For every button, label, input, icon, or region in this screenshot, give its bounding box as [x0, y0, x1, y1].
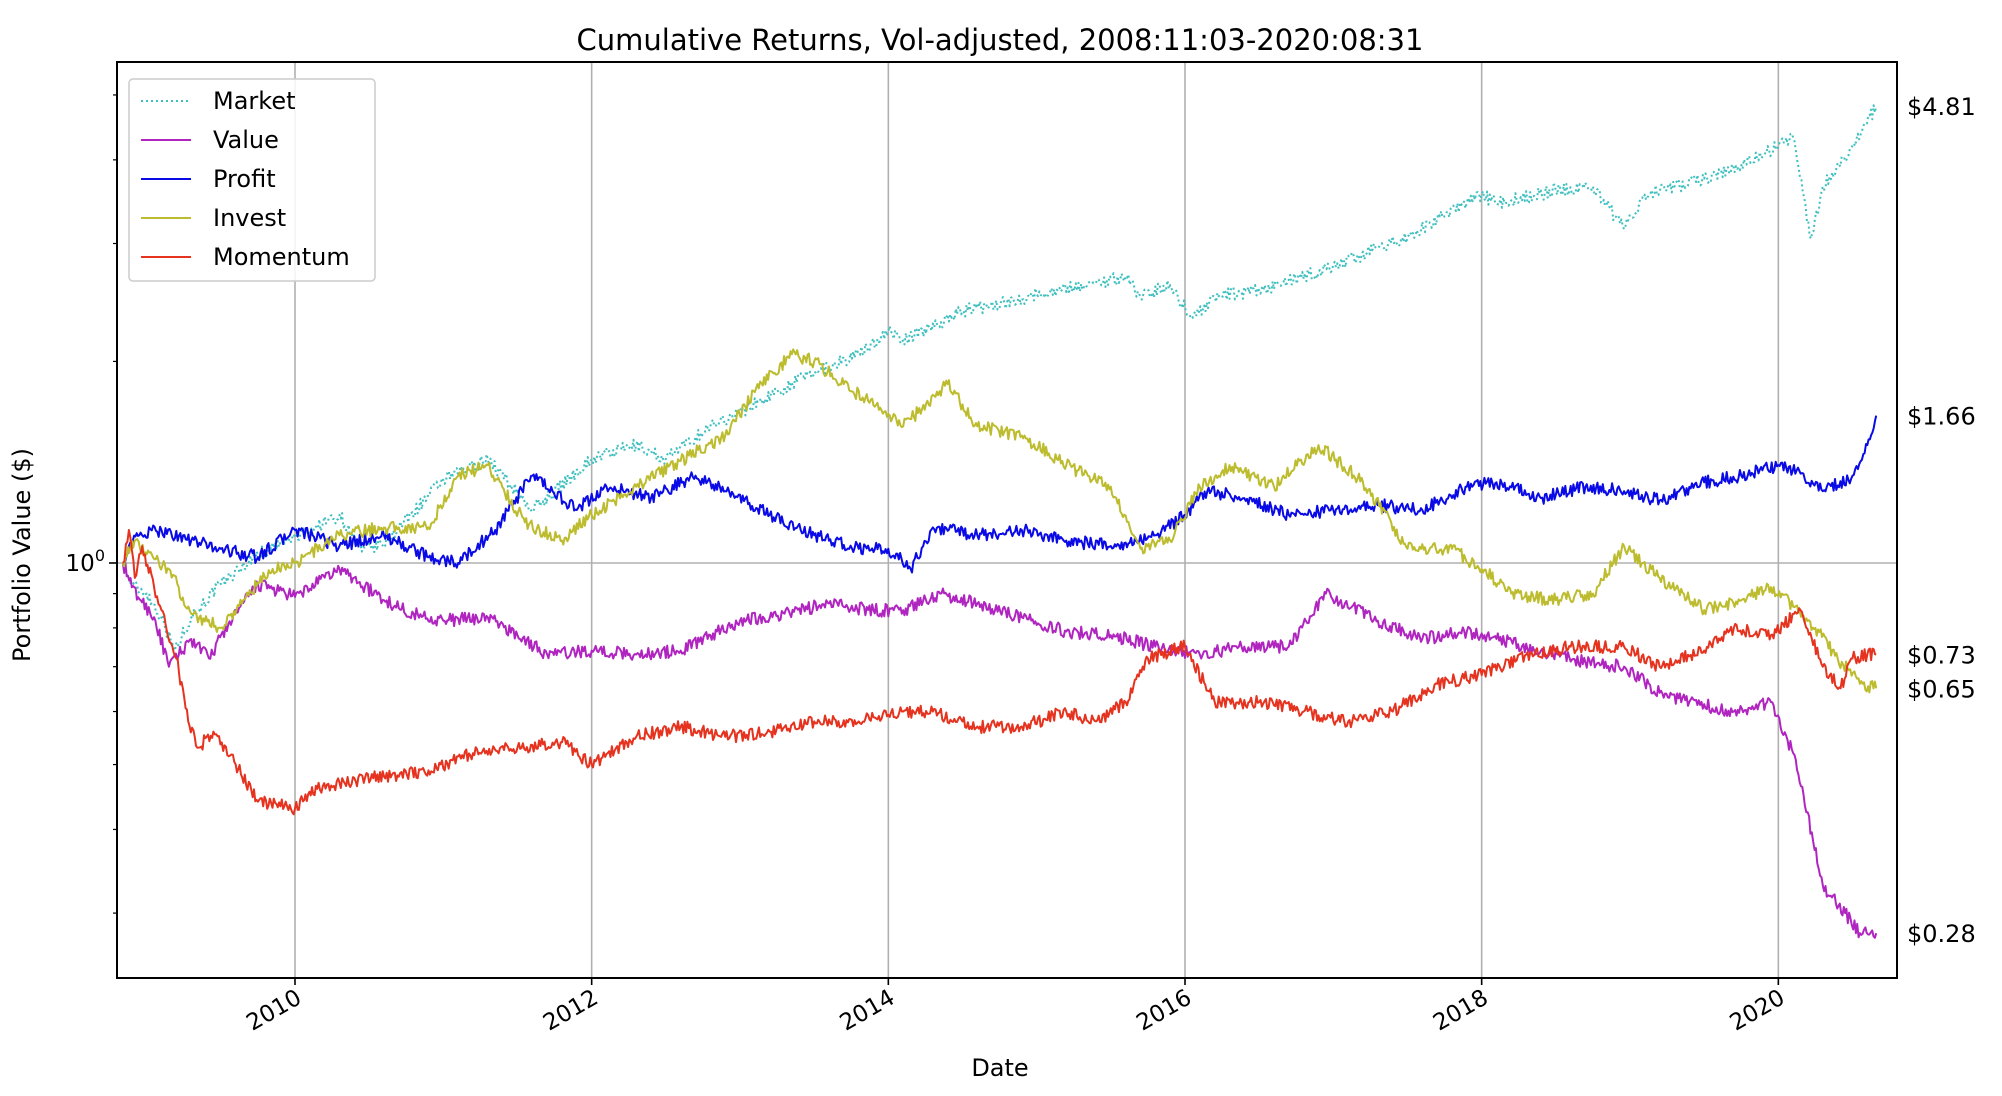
series-line-profit [122, 415, 1878, 574]
plot-frame [116, 61, 1898, 979]
chart-title: Cumulative Returns, Vol-adjusted, 2008:1… [577, 23, 1424, 57]
legend-label-profit: Profit [213, 165, 276, 193]
legend-label-momentum: Momentum [213, 243, 350, 271]
end-value-label: $0.73 [1907, 642, 1976, 670]
plot-area [121, 104, 1878, 939]
x-tick-label: 2018 [1429, 985, 1493, 1037]
x-tick-label: 2014 [836, 985, 900, 1037]
x-tick-label: 2012 [539, 985, 603, 1037]
end-value-label: $1.66 [1907, 403, 1976, 431]
end-value-label: $0.65 [1907, 675, 1976, 703]
series-line-value [121, 562, 1878, 939]
y-axis-label: Portfolio Value ($) [8, 448, 36, 662]
legend-label-invest: Invest [213, 204, 286, 232]
y-tick-label: 100 [66, 546, 105, 577]
series-line-momentum [122, 529, 1877, 816]
legend-label-value: Value [213, 126, 279, 154]
legend: Market Value Profit Invest Momentum [128, 78, 376, 282]
series-line-market [121, 104, 1878, 652]
x-tick-label: 2020 [1726, 985, 1790, 1037]
end-value-label: $0.28 [1907, 920, 1976, 948]
legend-label-market: Market [213, 87, 296, 115]
x-tick-label: 2010 [242, 985, 306, 1037]
x-axis-label: Date [971, 1054, 1028, 1082]
grid [117, 62, 1897, 978]
x-tick-label: 2016 [1132, 985, 1196, 1037]
legend-box [128, 78, 376, 282]
series-line-invest [121, 348, 1878, 694]
end-value-label: $4.81 [1907, 93, 1976, 121]
